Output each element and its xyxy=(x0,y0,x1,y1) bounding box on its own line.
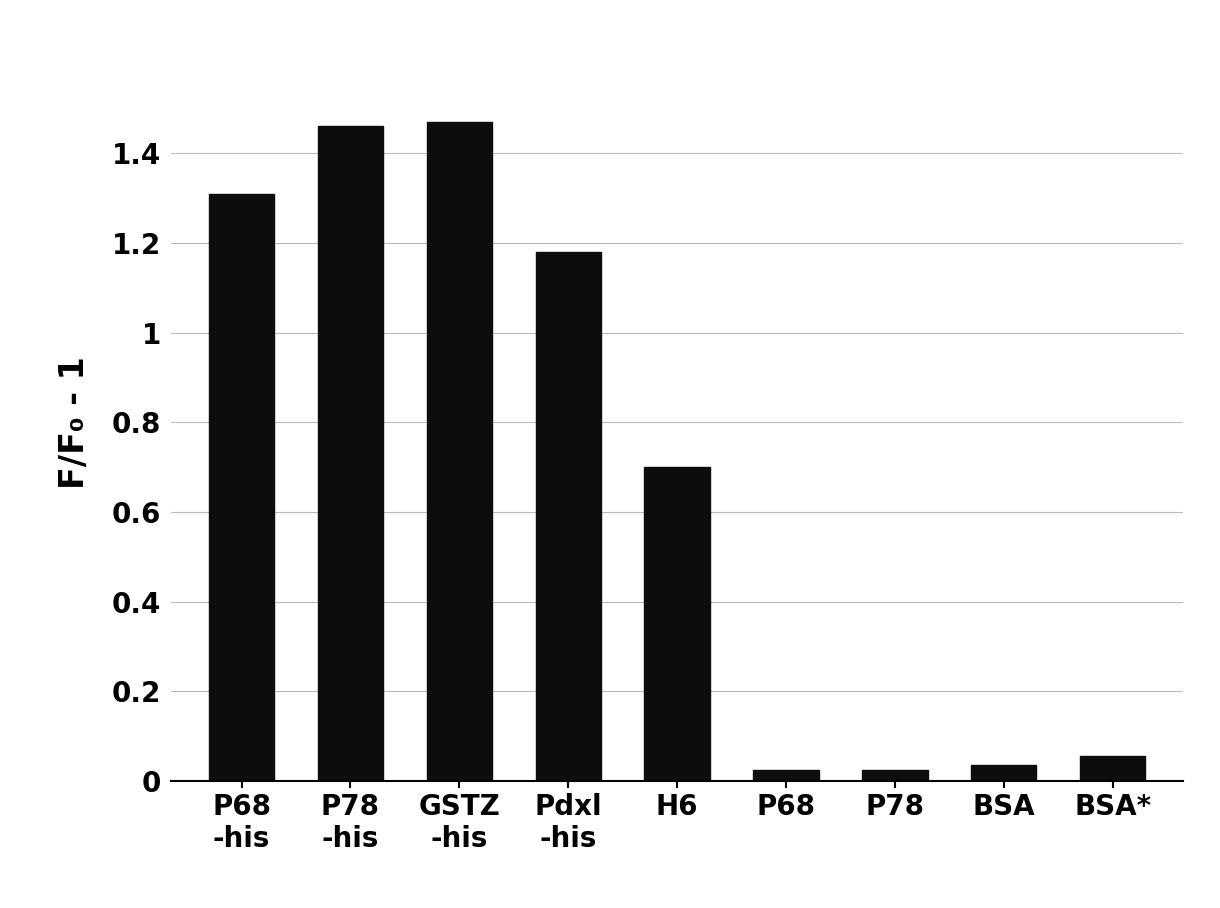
Bar xyxy=(1080,756,1146,781)
Bar xyxy=(863,770,927,781)
Bar xyxy=(209,193,274,781)
Bar xyxy=(536,252,601,781)
Bar xyxy=(317,126,383,781)
Bar xyxy=(971,765,1037,781)
Bar xyxy=(753,770,819,781)
Bar xyxy=(427,122,492,781)
Y-axis label: F/F₀ - 1: F/F₀ - 1 xyxy=(57,356,90,489)
Bar xyxy=(644,467,710,781)
